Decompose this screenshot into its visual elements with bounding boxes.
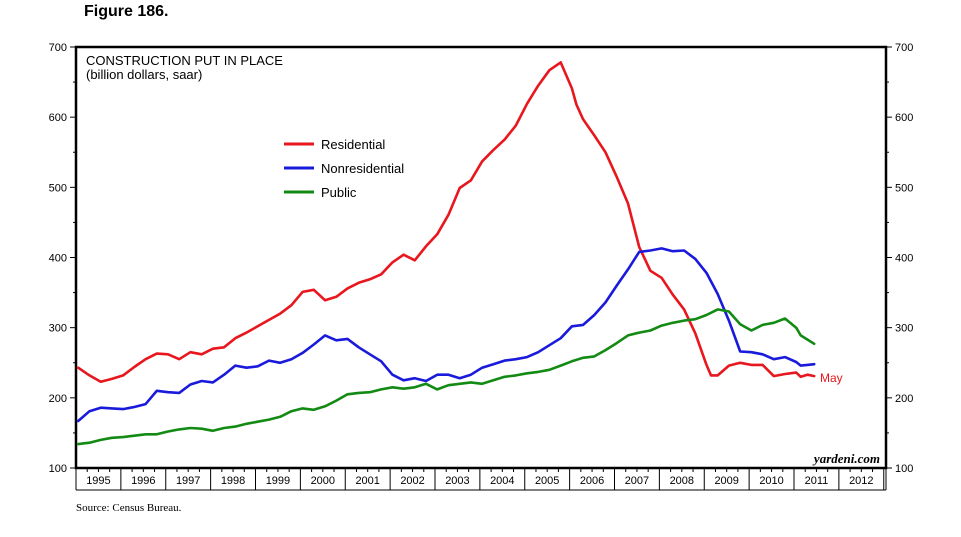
- x-tick-label: 2004: [490, 475, 514, 487]
- x-tick-label: 2011: [805, 475, 829, 487]
- chart-title: CONSTRUCTION PUT IN PLACE: [86, 53, 283, 68]
- y-tick-label-right: 100: [895, 463, 913, 475]
- y-tick-label-right: 600: [895, 112, 913, 124]
- y-tick-label-left: 500: [49, 182, 67, 194]
- x-tick-label: 2007: [625, 475, 649, 487]
- x-tick-label: 2010: [759, 475, 783, 487]
- y-tick-label-right: 300: [895, 323, 913, 335]
- x-tick-label: 2006: [580, 475, 604, 487]
- plot-area: 100 100 200 200 300 300 400 400 500 500 600 600 700 7…: [49, 42, 913, 491]
- x-tick-label: 2000: [311, 475, 335, 487]
- y-tick-label-right: 700: [895, 42, 913, 54]
- y-tick-label-right: 200: [895, 393, 913, 405]
- source-note: Source: Census Bureau.: [76, 502, 182, 514]
- y-tick-label-left: 400: [49, 253, 67, 265]
- x-tick-label: 2003: [445, 475, 469, 487]
- y-tick-label-right: 500: [895, 182, 913, 194]
- y-tick-label-left: 600: [49, 112, 67, 124]
- x-tick-label: 2009: [714, 475, 738, 487]
- x-tick-label: 1995: [86, 475, 110, 487]
- x-tick-label: 2001: [355, 475, 379, 487]
- x-tick-label: 2008: [670, 475, 694, 487]
- y-tick-label-left: 100: [49, 463, 67, 475]
- series-line-public: [76, 308, 816, 446]
- y-tick-label-left: 200: [49, 393, 67, 405]
- legend-label-public: Public: [321, 185, 357, 200]
- figure-label: Figure 186.: [84, 3, 169, 20]
- legend: Residential Nonresidential Public: [284, 137, 404, 200]
- watermark: yardeni.com: [812, 451, 880, 466]
- y-tick-label-left: 700: [49, 42, 67, 54]
- x-tick-label: 1997: [176, 475, 200, 487]
- legend-label-nonresidential: Nonresidential: [321, 161, 404, 176]
- x-tick-label: 2005: [535, 475, 559, 487]
- x-tick-label: 1999: [266, 475, 290, 487]
- legend-label-residential: Residential: [321, 137, 385, 152]
- end-annotation-label: May: [820, 371, 843, 385]
- series-line-nonresidential: [76, 247, 816, 423]
- chart-subtitle: (billion dollars, saar): [86, 67, 202, 82]
- plot-frame: [74, 45, 888, 470]
- x-tick-label: 1998: [221, 475, 245, 487]
- y-tick-label-left: 300: [49, 323, 67, 335]
- x-tick-label: 1996: [131, 475, 155, 487]
- series-line-residential: [76, 61, 816, 383]
- x-tick-label: 2012: [849, 475, 873, 487]
- x-tick-label: 2002: [400, 475, 424, 487]
- y-tick-label-right: 400: [895, 253, 913, 265]
